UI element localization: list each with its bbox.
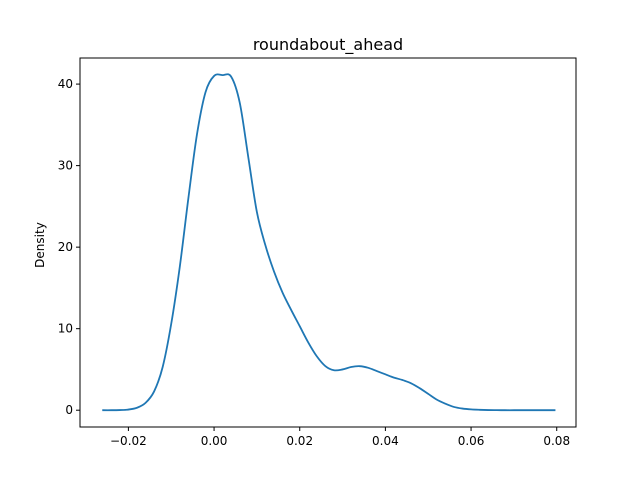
- x-axis-ticks: −0.02 0.00 0.02 0.04 0.06 0.08: [110, 427, 570, 448]
- plot-frame: [79, 57, 577, 428]
- x-tick-label: 0.02: [286, 434, 313, 448]
- x-tick-label: −0.02: [110, 434, 147, 448]
- y-axis-ticks: 0 10 20 30 40: [58, 77, 80, 417]
- y-axis-label: Density: [33, 222, 47, 268]
- y-tick-label: 20: [58, 240, 73, 254]
- density-line: [102, 73, 556, 412]
- x-tick-label: 0.00: [201, 434, 228, 448]
- y-tick-label: 30: [58, 159, 73, 173]
- x-tick-label: 0.06: [458, 434, 485, 448]
- y-tick-label: 10: [58, 322, 73, 336]
- x-tick-label: 0.04: [372, 434, 399, 448]
- y-tick-label: 40: [58, 77, 73, 91]
- chart-title: roundabout_ahead: [253, 35, 403, 55]
- y-tick-label: 0: [65, 403, 73, 417]
- plot-lines: [102, 73, 556, 412]
- x-tick-label: 0.08: [543, 434, 570, 448]
